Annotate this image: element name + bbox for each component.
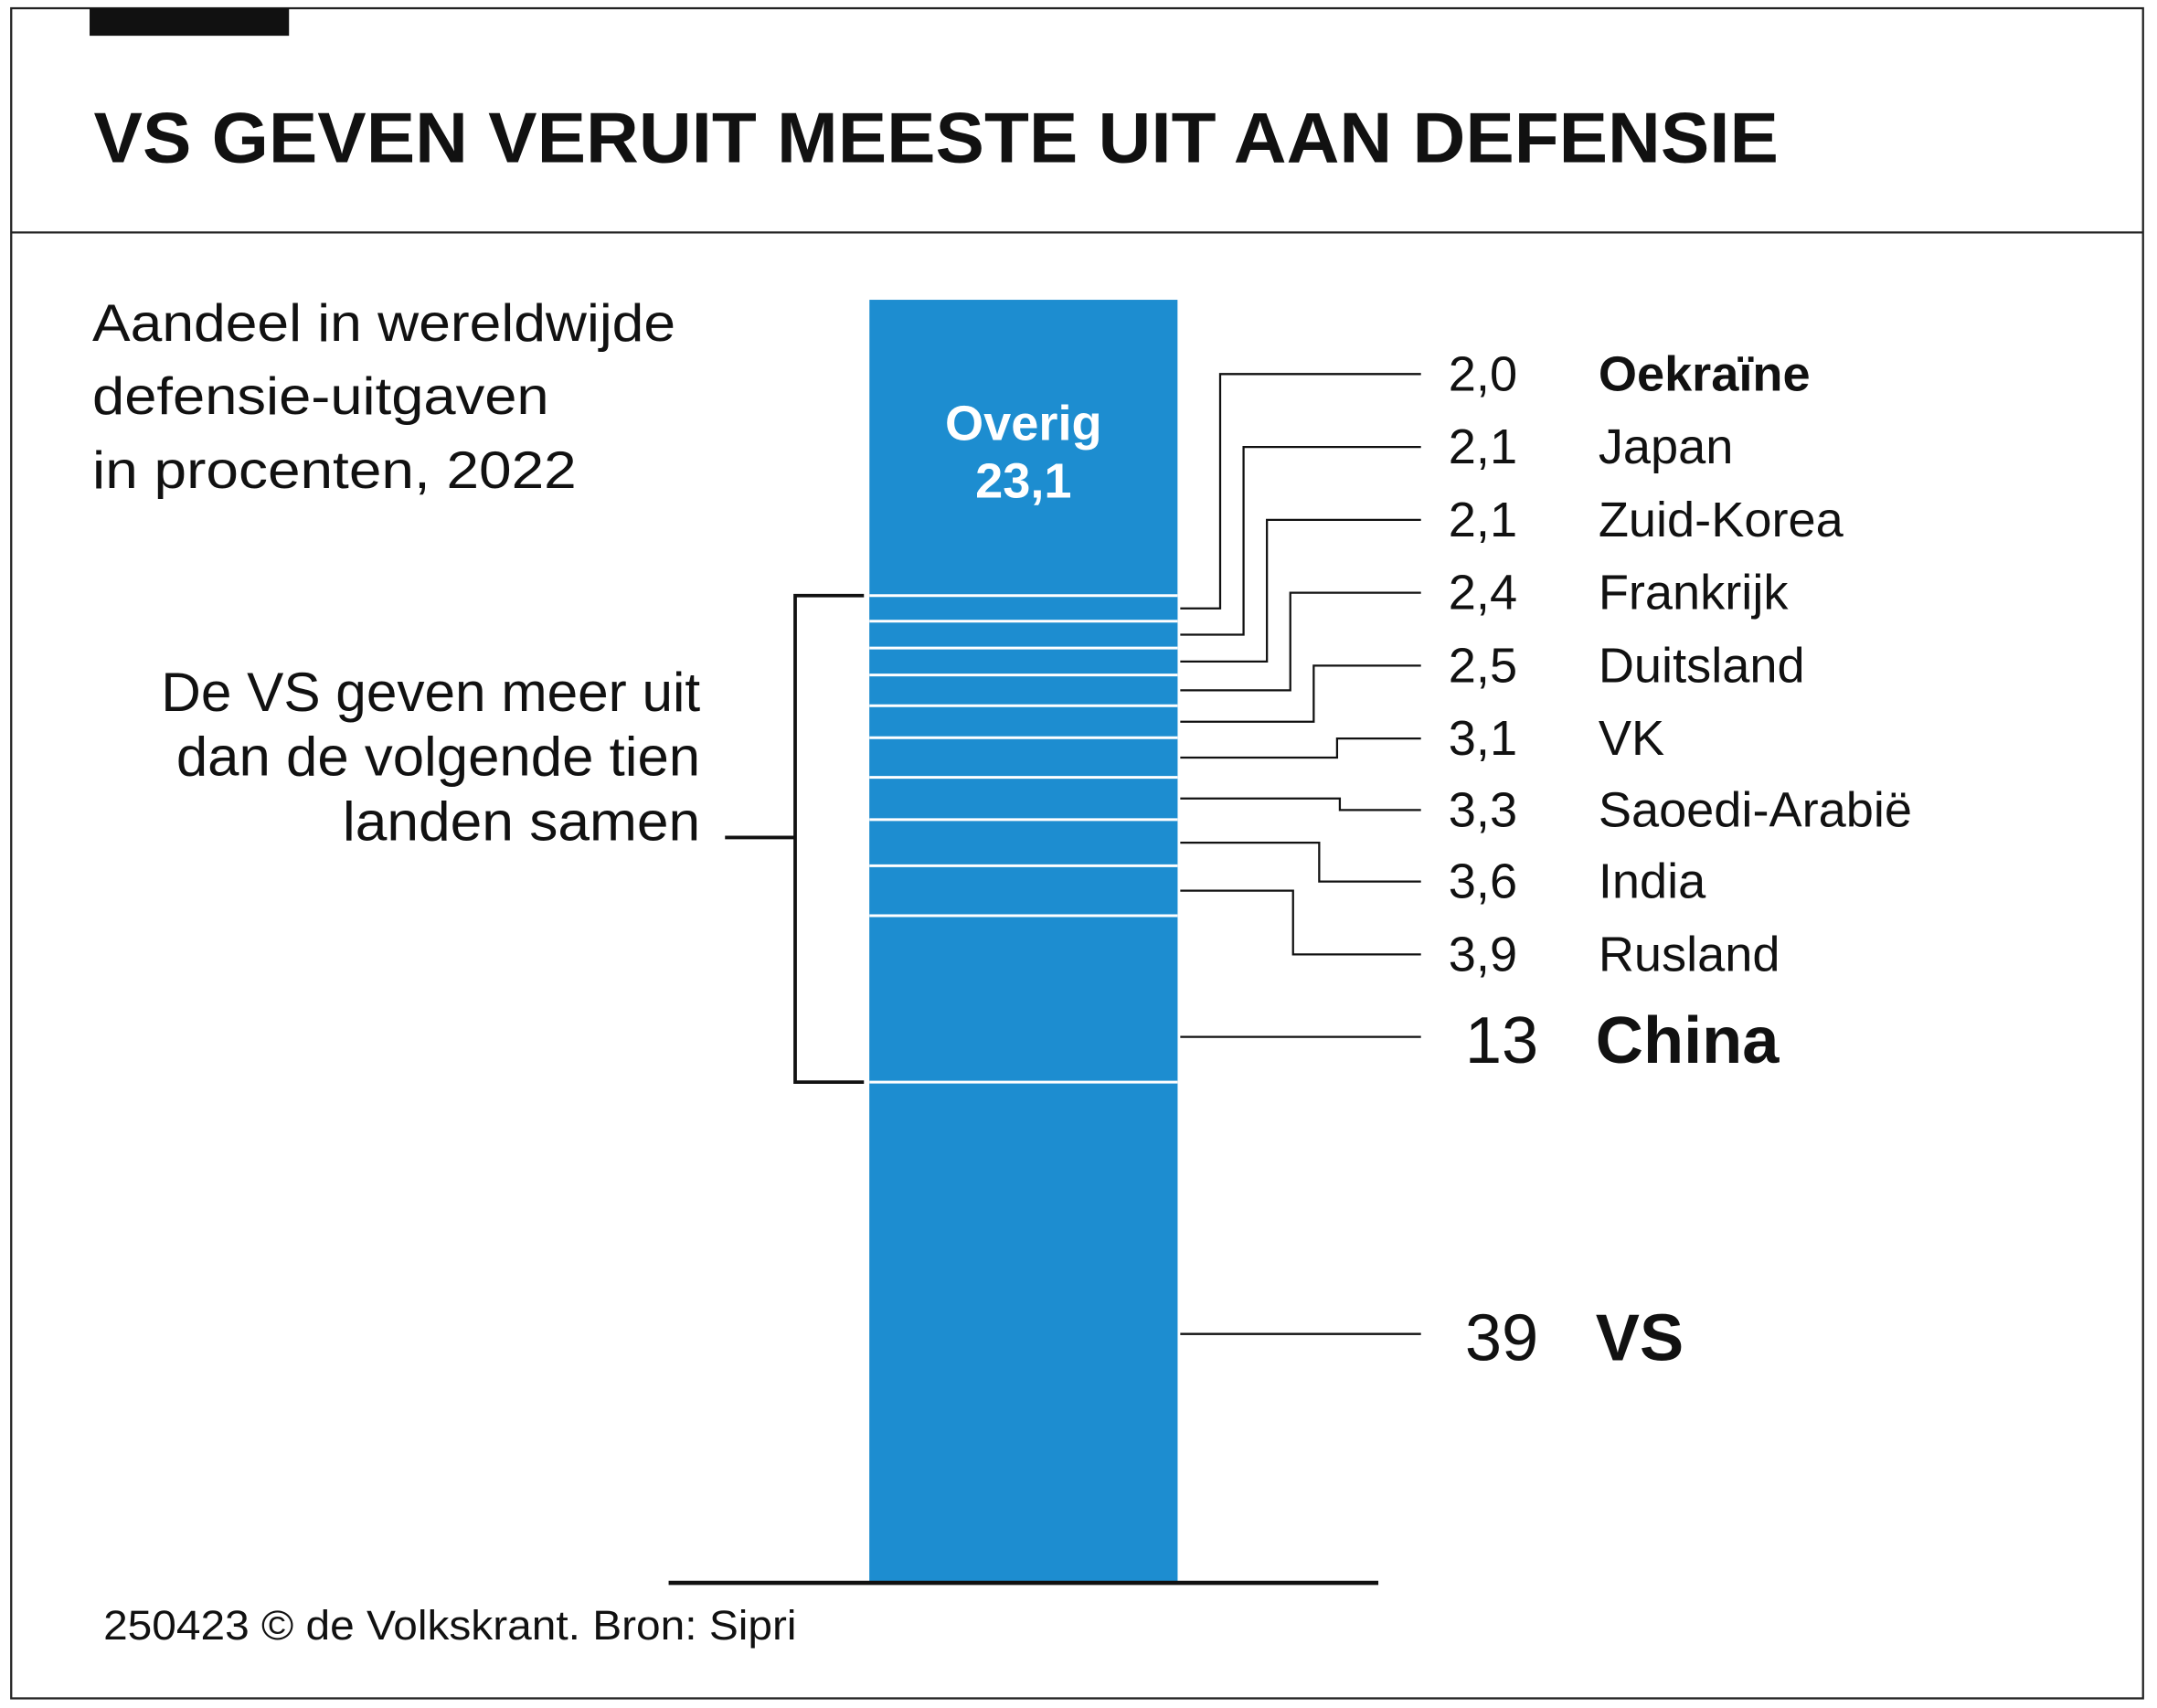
leader-line (1180, 445, 1421, 636)
bar-segment-vk (869, 737, 1178, 778)
overig-label: Overig (945, 397, 1102, 451)
country-label: India (1599, 854, 1706, 909)
value-label: 39 (1465, 1301, 1538, 1374)
bar-segment-china (869, 915, 1178, 1083)
leader-line (1180, 591, 1421, 692)
value-label: 2,4 (1449, 566, 1517, 621)
country-label: Duitsland (1599, 638, 1805, 693)
annotation-line: dan de volgende tien (176, 727, 700, 788)
country-label: China (1596, 1004, 1780, 1077)
subtitle-line: Aandeel in wereldwijde (92, 294, 675, 353)
country-label: Saoedi-Arabië (1599, 782, 1912, 837)
bar-segment-india (869, 819, 1178, 866)
bar-segment-oekraïne (869, 595, 1178, 621)
subtitle-line: defensie-uitgaven (92, 367, 549, 426)
value-label: 3,3 (1449, 782, 1517, 837)
chart-title: VS GEVEN VERUIT MEESTE UIT AAN DEFENSIE (94, 98, 1779, 178)
leader-line (1180, 373, 1421, 610)
country-label: VS (1596, 1301, 1684, 1374)
footer-source: 250423 © de Volkskrant. Bron: Sipri (103, 1602, 796, 1649)
bar-segment-saoedi-arabië (869, 777, 1178, 820)
value-label: 3,9 (1449, 927, 1517, 981)
bar-segment-japan (869, 621, 1178, 649)
leader-line (1180, 889, 1421, 956)
value-label: 13 (1465, 1004, 1538, 1077)
subtitle-line: in procenten, 2022 (92, 441, 577, 500)
bar-segment-zuid-korea (869, 648, 1178, 675)
bar-segment-vs (869, 1082, 1178, 1582)
frame (10, 6, 2144, 1700)
value-label: 3,1 (1449, 711, 1517, 766)
overig-value: 23,1 (975, 454, 1071, 509)
leader-line (1180, 797, 1421, 812)
value-label: 2,0 (1449, 346, 1517, 401)
annotation-line: landen samen (343, 790, 700, 852)
country-label: VK (1599, 711, 1664, 766)
leader-line (1180, 518, 1421, 663)
header-tab (90, 8, 290, 37)
bar-segment-duitsland (869, 705, 1178, 738)
country-label: Rusland (1599, 927, 1780, 981)
value-label: 3,6 (1449, 854, 1517, 909)
value-label: 2,1 (1449, 493, 1517, 547)
country-label: Japan (1599, 419, 1734, 474)
value-label: 2,5 (1449, 638, 1517, 693)
value-label: 2,1 (1449, 419, 1517, 474)
country-label: Oekraïne (1599, 346, 1811, 401)
annotation-line: De VS geven meer uit (161, 662, 700, 723)
country-label: Frankrijk (1599, 566, 1790, 621)
bracket (725, 593, 865, 1085)
bar-segment-rusland (869, 865, 1178, 916)
leader-line (1180, 664, 1421, 723)
country-label: Zuid-Korea (1599, 493, 1844, 547)
leader-line (1180, 841, 1421, 883)
leader-line (1180, 737, 1421, 759)
bar-segment-frankrijk (869, 674, 1178, 706)
